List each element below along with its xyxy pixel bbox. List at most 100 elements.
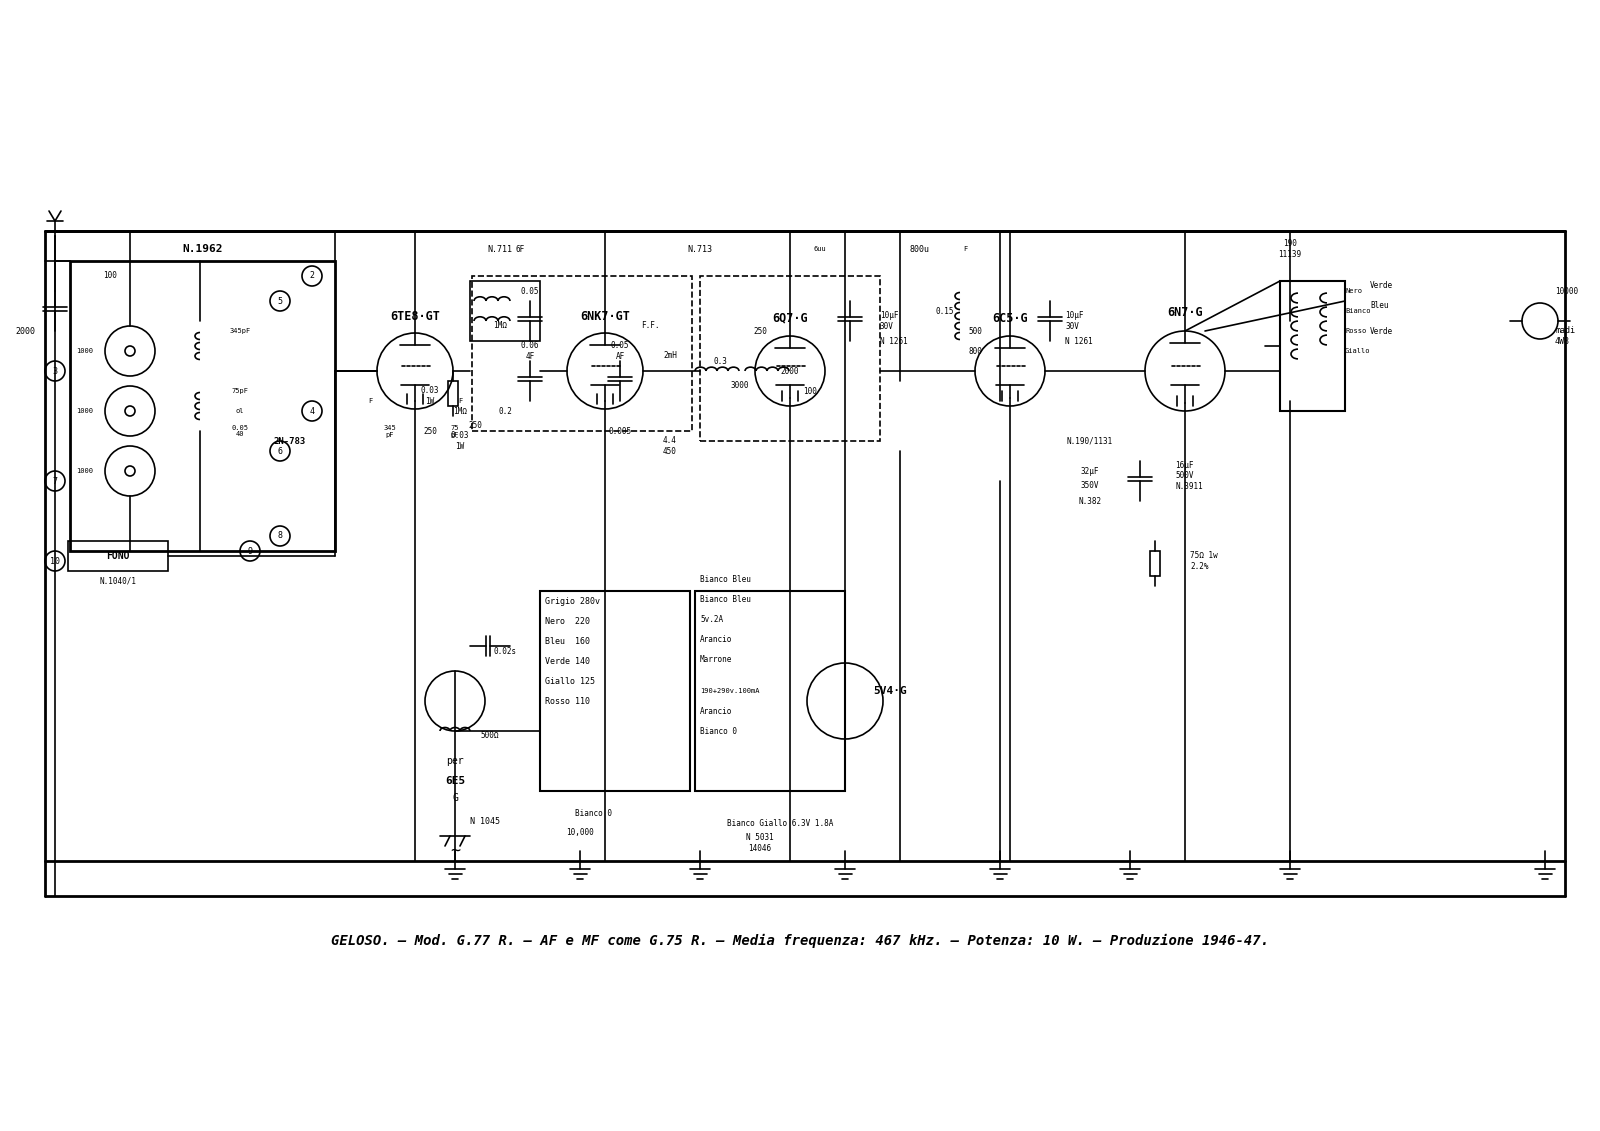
Text: N.1962: N.1962: [182, 244, 222, 254]
Text: 75Ω 1w
2.2%: 75Ω 1w 2.2%: [1190, 551, 1218, 571]
Text: 6Q7·G: 6Q7·G: [773, 311, 808, 325]
Text: Verde: Verde: [1370, 327, 1394, 336]
Text: N.711: N.711: [488, 244, 512, 253]
Text: Bianco: Bianco: [1346, 308, 1371, 314]
Text: 6NK7·GT: 6NK7·GT: [581, 310, 630, 322]
Bar: [470, 280, 541, 342]
Text: 190+290v.100mA: 190+290v.100mA: [701, 688, 760, 694]
Text: 1MΩ: 1MΩ: [493, 321, 507, 330]
Text: 500: 500: [968, 327, 982, 336]
Text: 100: 100: [803, 387, 818, 396]
Text: Grigio 280v: Grigio 280v: [546, 596, 600, 605]
Bar: [67, 541, 168, 571]
Text: 1MΩ: 1MΩ: [453, 406, 467, 415]
Text: ol: ol: [235, 408, 245, 414]
Text: 6C5·G: 6C5·G: [992, 311, 1027, 325]
Text: 800u: 800u: [910, 244, 930, 253]
Bar: [448, 381, 458, 406]
Text: 250: 250: [422, 426, 437, 435]
Text: 2000: 2000: [14, 327, 35, 336]
Text: 350V: 350V: [1080, 482, 1099, 491]
Bar: [1280, 280, 1346, 411]
Text: 4.4
450: 4.4 450: [662, 437, 677, 456]
Text: Verde: Verde: [1370, 282, 1394, 291]
Text: 250: 250: [754, 327, 766, 336]
Text: 16μF
500V
N.3911: 16μF 500V N.3911: [1174, 461, 1203, 491]
Text: 6F: 6F: [515, 244, 525, 253]
Text: 1000: 1000: [77, 468, 93, 474]
Text: per: per: [446, 756, 464, 766]
Text: Verde 140: Verde 140: [546, 656, 590, 665]
Text: Arancio: Arancio: [701, 634, 733, 644]
Text: Bianco Bleu: Bianco Bleu: [701, 575, 750, 584]
Text: Giallo: Giallo: [1346, 348, 1371, 354]
Text: G: G: [453, 793, 458, 803]
Text: 10,000: 10,000: [566, 829, 594, 837]
Text: 10μF
30V: 10μF 30V: [880, 311, 899, 330]
Text: 6N7·G: 6N7·G: [1166, 307, 1203, 319]
Bar: [541, 592, 690, 791]
Text: Bianco Bleu: Bianco Bleu: [701, 595, 750, 604]
Text: 0.03
1W: 0.03 1W: [451, 431, 469, 450]
Text: GELOSO. — Mod. G.77 R. — AF e MF come G.75 R. — Media frequenza: 467 kHz. — Pote: GELOSO. — Mod. G.77 R. — AF e MF come G.…: [331, 934, 1269, 948]
Text: 3: 3: [53, 366, 58, 375]
Text: 10: 10: [50, 556, 61, 566]
Text: 0.03
1W: 0.03 1W: [421, 387, 440, 406]
Text: 6: 6: [277, 447, 283, 456]
Text: ~: ~: [450, 841, 461, 860]
Text: 4: 4: [309, 406, 315, 415]
Text: F: F: [368, 398, 373, 404]
Text: 2: 2: [309, 271, 315, 280]
Text: N.1040/1: N.1040/1: [99, 577, 136, 586]
Text: 0.05
40: 0.05 40: [232, 424, 248, 438]
Text: Nero  220: Nero 220: [546, 616, 590, 625]
Text: 10000: 10000: [1555, 286, 1578, 295]
Text: 8: 8: [277, 532, 283, 541]
Text: Bleu  160: Bleu 160: [546, 637, 590, 646]
Text: 6TE8·GT: 6TE8·GT: [390, 310, 440, 322]
Text: Bianco Giallo 6.3V 1.8A: Bianco Giallo 6.3V 1.8A: [726, 819, 834, 828]
Text: FONO: FONO: [106, 551, 130, 561]
Text: 190
11139: 190 11139: [1278, 240, 1301, 259]
Text: 2mH: 2mH: [662, 352, 677, 361]
Text: Rosso 110: Rosso 110: [546, 697, 590, 706]
Text: 0.2: 0.2: [498, 406, 512, 415]
Text: 0.05
AF: 0.05 AF: [611, 342, 629, 361]
Text: N 1261: N 1261: [1066, 337, 1093, 345]
Text: madi
4W8: madi 4W8: [1555, 327, 1574, 346]
Text: 0.06
4F: 0.06 4F: [520, 342, 539, 361]
Text: 75
pF: 75 pF: [451, 424, 459, 438]
Text: 2000: 2000: [781, 366, 800, 375]
Text: 800: 800: [968, 346, 982, 355]
Text: 9: 9: [248, 546, 253, 555]
Text: Giallo 125: Giallo 125: [546, 676, 595, 685]
Text: N 5031
14046: N 5031 14046: [746, 834, 774, 853]
Text: 100: 100: [102, 271, 117, 280]
Text: 345pF: 345pF: [229, 328, 251, 334]
Text: 0.15: 0.15: [936, 307, 954, 316]
Text: 0.05: 0.05: [520, 286, 539, 295]
Text: 7: 7: [53, 476, 58, 485]
Text: Bianco 0: Bianco 0: [574, 809, 611, 818]
Text: Bleu: Bleu: [1370, 302, 1389, 311]
Text: F: F: [458, 398, 462, 404]
Text: 345
pF: 345 pF: [384, 424, 397, 438]
Text: 3000: 3000: [731, 381, 749, 390]
Bar: [472, 276, 691, 431]
Text: 0.02s: 0.02s: [493, 647, 517, 656]
Text: Rosso: Rosso: [1346, 328, 1366, 334]
Text: 6E5: 6E5: [445, 776, 466, 786]
Text: 500Ω: 500Ω: [480, 732, 499, 741]
Text: 2N-783: 2N-783: [274, 437, 306, 446]
Text: Bianco 0: Bianco 0: [701, 726, 738, 735]
Text: F: F: [963, 247, 966, 252]
Text: Nero: Nero: [1346, 288, 1362, 294]
Text: N.382: N.382: [1078, 497, 1101, 506]
Text: 0.005: 0.005: [608, 426, 632, 435]
Text: N.713: N.713: [688, 244, 712, 253]
Text: 250: 250: [469, 422, 482, 431]
Text: 5v.2A: 5v.2A: [701, 614, 723, 623]
Text: 32μF: 32μF: [1080, 466, 1099, 475]
Text: 1000: 1000: [77, 348, 93, 354]
Text: 75pF: 75pF: [232, 388, 248, 394]
